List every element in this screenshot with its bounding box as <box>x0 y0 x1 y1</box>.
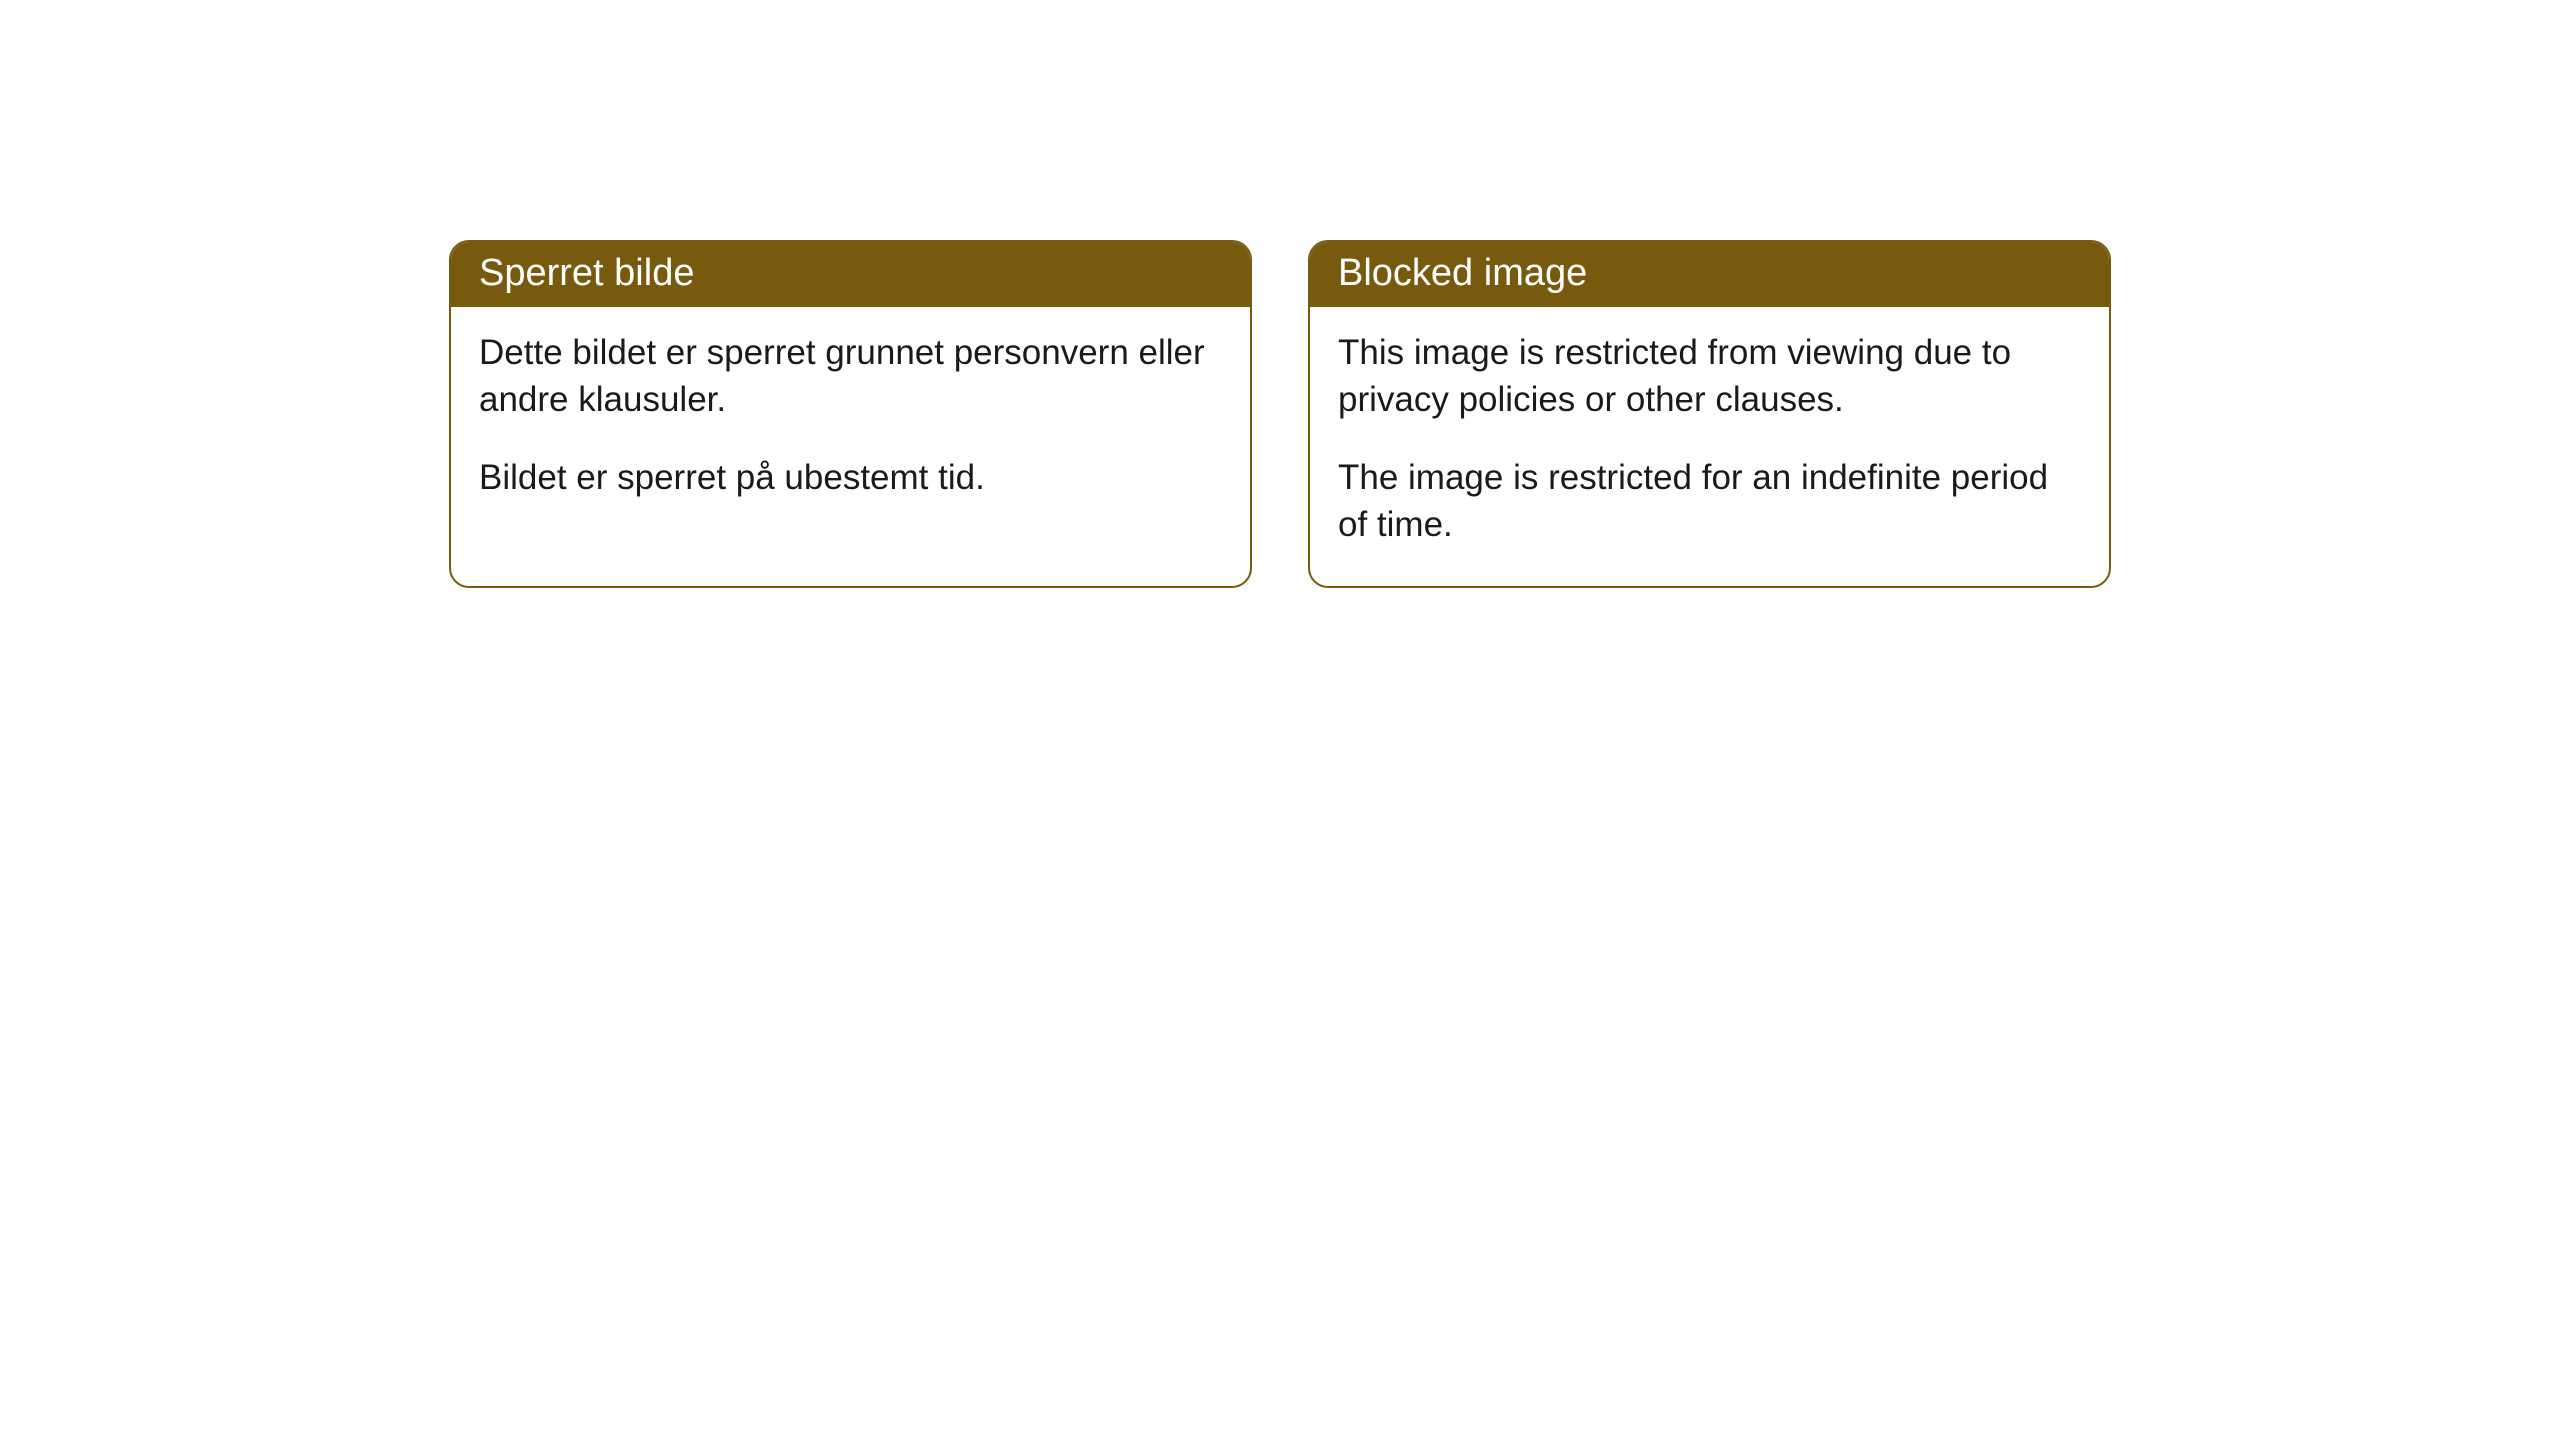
card-header: Sperret bilde <box>451 242 1250 307</box>
card-paragraph: Bildet er sperret på ubestemt tid. <box>479 454 1222 501</box>
cards-container: Sperret bilde Dette bildet er sperret gr… <box>0 240 2560 588</box>
card-paragraph: The image is restricted for an indefinit… <box>1338 454 2081 549</box>
notice-card-norwegian: Sperret bilde Dette bildet er sperret gr… <box>449 240 1252 588</box>
card-paragraph: This image is restricted from viewing du… <box>1338 329 2081 424</box>
card-header: Blocked image <box>1310 242 2109 307</box>
notice-card-english: Blocked image This image is restricted f… <box>1308 240 2111 588</box>
card-body: Dette bildet er sperret grunnet personve… <box>451 307 1250 539</box>
card-body: This image is restricted from viewing du… <box>1310 307 2109 586</box>
card-paragraph: Dette bildet er sperret grunnet personve… <box>479 329 1222 424</box>
